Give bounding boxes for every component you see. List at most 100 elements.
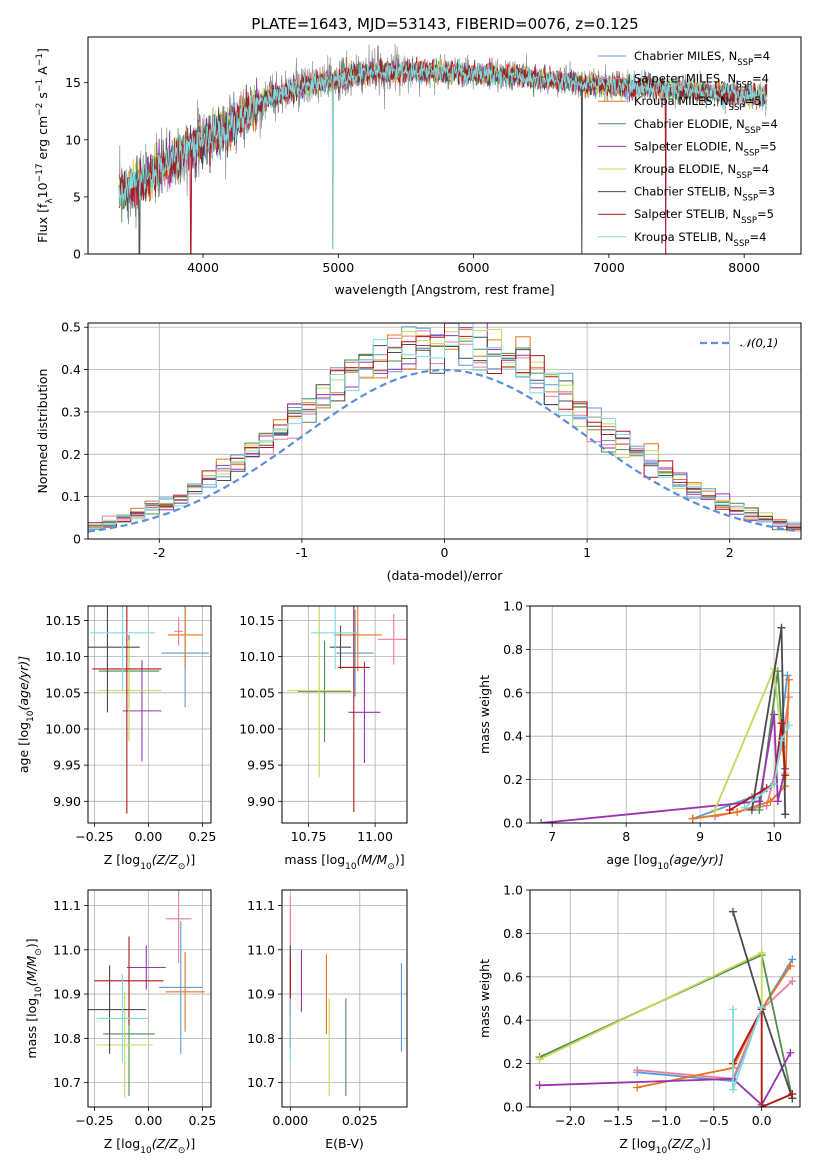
weight_vs_age-grid — [530, 605, 800, 824]
weight-marker — [781, 810, 790, 819]
y-tick-label: 10.7 — [53, 1075, 81, 1090]
errorbar-point — [96, 974, 149, 1063]
errorbar-point — [94, 936, 164, 1026]
errorbar-point — [287, 606, 352, 778]
errorbar-point — [90, 606, 155, 691]
y-tick-label: 9.90 — [247, 794, 275, 809]
weight-marker — [777, 719, 786, 728]
age_vs_Z-x-label: Z [log10(Z/Z⊙)] — [104, 852, 195, 872]
y-tick-label: 11.1 — [53, 898, 81, 913]
errorbar-point — [329, 625, 352, 669]
weight_vs_age-x-label: age [log10(age/yr)] — [606, 852, 723, 872]
weight-marker — [728, 907, 737, 916]
weight-marker — [725, 805, 734, 814]
weight-marker — [740, 803, 749, 812]
y-tick-label: 10.8 — [247, 1031, 275, 1046]
y-tick-label: 0.0 — [503, 816, 523, 831]
legend-entry: Kroupa MILES, NSSP=5 — [634, 94, 761, 113]
legend-entry: Chabrier MILES, NSSP=4 — [634, 49, 770, 68]
y-tick-label: 0 — [73, 532, 81, 547]
errorbar-point — [333, 606, 382, 672]
legend-entry: Kroupa STELIB, NSSP=4 — [634, 230, 766, 249]
x-tick-label: 7000 — [593, 260, 625, 275]
weight-marker — [770, 779, 779, 788]
y-tick-label: 5 — [73, 189, 81, 204]
mass_vs_EBV-frame — [281, 889, 408, 1108]
spectrum-plot: 4000 5000 6000 7000 8000 0 5 10 15 wavelength [An… — [35, 36, 802, 297]
weight-marker — [784, 675, 793, 684]
y-tick-label: 10.15 — [45, 613, 81, 628]
errorbar-point — [126, 945, 166, 990]
age_vs_Z-y-label: age [log10(age/yr)] — [16, 656, 36, 773]
y-tick-label: 0.5 — [61, 320, 81, 335]
x-tick-label: 6000 — [458, 260, 490, 275]
legend-entry: Salpeter STELIB, NSSP=5 — [634, 207, 774, 226]
weight-marker — [777, 736, 786, 745]
x-tick-label: 11.00 — [357, 829, 393, 844]
errorbar-point — [336, 609, 374, 697]
y-tick-label: 11.0 — [53, 942, 81, 957]
x-tick-label: 2 — [726, 545, 734, 560]
y-tick-label: 10.05 — [239, 685, 275, 700]
x-tick-label: 10.75 — [291, 829, 327, 844]
weight-vs-metallicity-plot: −2.0 −1.5 −1.0 −0.5 0.0 0.0 0.2 0.4 0.6 0.8 1.0 Z [… — [477, 883, 801, 1156]
errorbar-point — [88, 965, 147, 1054]
residuals-frame — [87, 322, 802, 540]
weight-series-line — [732, 1006, 763, 1090]
weight-marker — [788, 1089, 797, 1098]
mass_vs_EBV-grid — [282, 890, 407, 1107]
weight-marker — [633, 1066, 642, 1075]
spectrum-legend: Chabrier MILES, NSSP=4 Salpeter MILES, NS… — [598, 49, 778, 249]
x-tick-label: 7 — [548, 829, 556, 844]
y-tick-label: 0.2 — [503, 772, 523, 787]
weight_vs_Z-x-label: Z [log10(Z/Z⊙)] — [619, 1136, 710, 1156]
weight-marker — [773, 797, 782, 806]
age_vs_mass-frame — [281, 605, 408, 824]
x-tick-label: −0.25 — [75, 829, 113, 844]
y-tick-label: 1.0 — [503, 599, 523, 614]
weight-marker — [728, 1085, 737, 1094]
y-tick-label: 9.90 — [53, 794, 81, 809]
legend-entry: Kroupa ELODIE, NSSP=4 — [634, 162, 769, 181]
weight_vs_Z-y-label: mass weight — [477, 959, 492, 1038]
residual-y-label: Normed distribution — [35, 369, 50, 494]
weight_vs_age-y-label: mass weight — [477, 675, 492, 754]
y-tick-label: 9.95 — [247, 758, 275, 773]
y-tick-label: 0.8 — [503, 926, 523, 941]
y-tick-label: 10 — [65, 132, 81, 147]
y-tick-label: 9.95 — [53, 758, 81, 773]
y-tick-label: 0.3 — [61, 404, 81, 419]
normal-curve-line — [88, 368, 799, 533]
x-tick-label: 8000 — [728, 260, 760, 275]
errorbar-point — [165, 952, 205, 1032]
mass_vs_Z-frame — [87, 889, 212, 1108]
weight-marker — [733, 808, 742, 817]
y-tick-label: 0.4 — [61, 362, 81, 377]
age-vs-metallicity-plot: −0.25 0.00 0.25 9.90 9.95 10.00 10.05 10.10 10.1… — [16, 605, 216, 872]
mass_vs_EBV-x-label: E(B-V) — [325, 1136, 364, 1151]
spectrum-title: PLATE=1643, MJD=53143, FIBERID=0076, z=0… — [251, 15, 638, 33]
x-tick-label: 0.00 — [134, 1113, 162, 1128]
errorbar-point — [174, 616, 183, 646]
x-tick-label: −2.0 — [555, 1113, 585, 1128]
spectrum-y-label: Flux [fλ10−17 erg cm−2 s−1 A−1] — [35, 48, 55, 243]
x-tick-label: 0.000 — [272, 1113, 308, 1128]
age-vs-mass-plot: 10.75 11.00 9.90 9.95 10.00 10.05 10.10 10.15 ma… — [239, 605, 408, 872]
y-tick-label: 10.00 — [239, 721, 275, 736]
weight-marker — [757, 1103, 766, 1107]
legend-entry: 𝒩(0,1) — [740, 336, 778, 350]
model-spectrum-line — [118, 56, 768, 254]
legend-entry: Chabrier STELIB, NSSP=3 — [634, 185, 775, 204]
weight-marker — [784, 721, 793, 730]
y-tick-label: 0.2 — [61, 447, 81, 462]
y-tick-label: 0.6 — [503, 969, 523, 984]
errorbar-point — [167, 606, 203, 668]
weight-marker — [783, 671, 792, 680]
weight-marker — [781, 771, 790, 780]
x-tick-label: −1.5 — [603, 1113, 633, 1128]
spectrum-frame — [87, 36, 802, 255]
weight-marker — [786, 1048, 795, 1057]
y-tick-label: 0.6 — [503, 685, 523, 700]
age_vs_mass-grid — [282, 606, 407, 823]
